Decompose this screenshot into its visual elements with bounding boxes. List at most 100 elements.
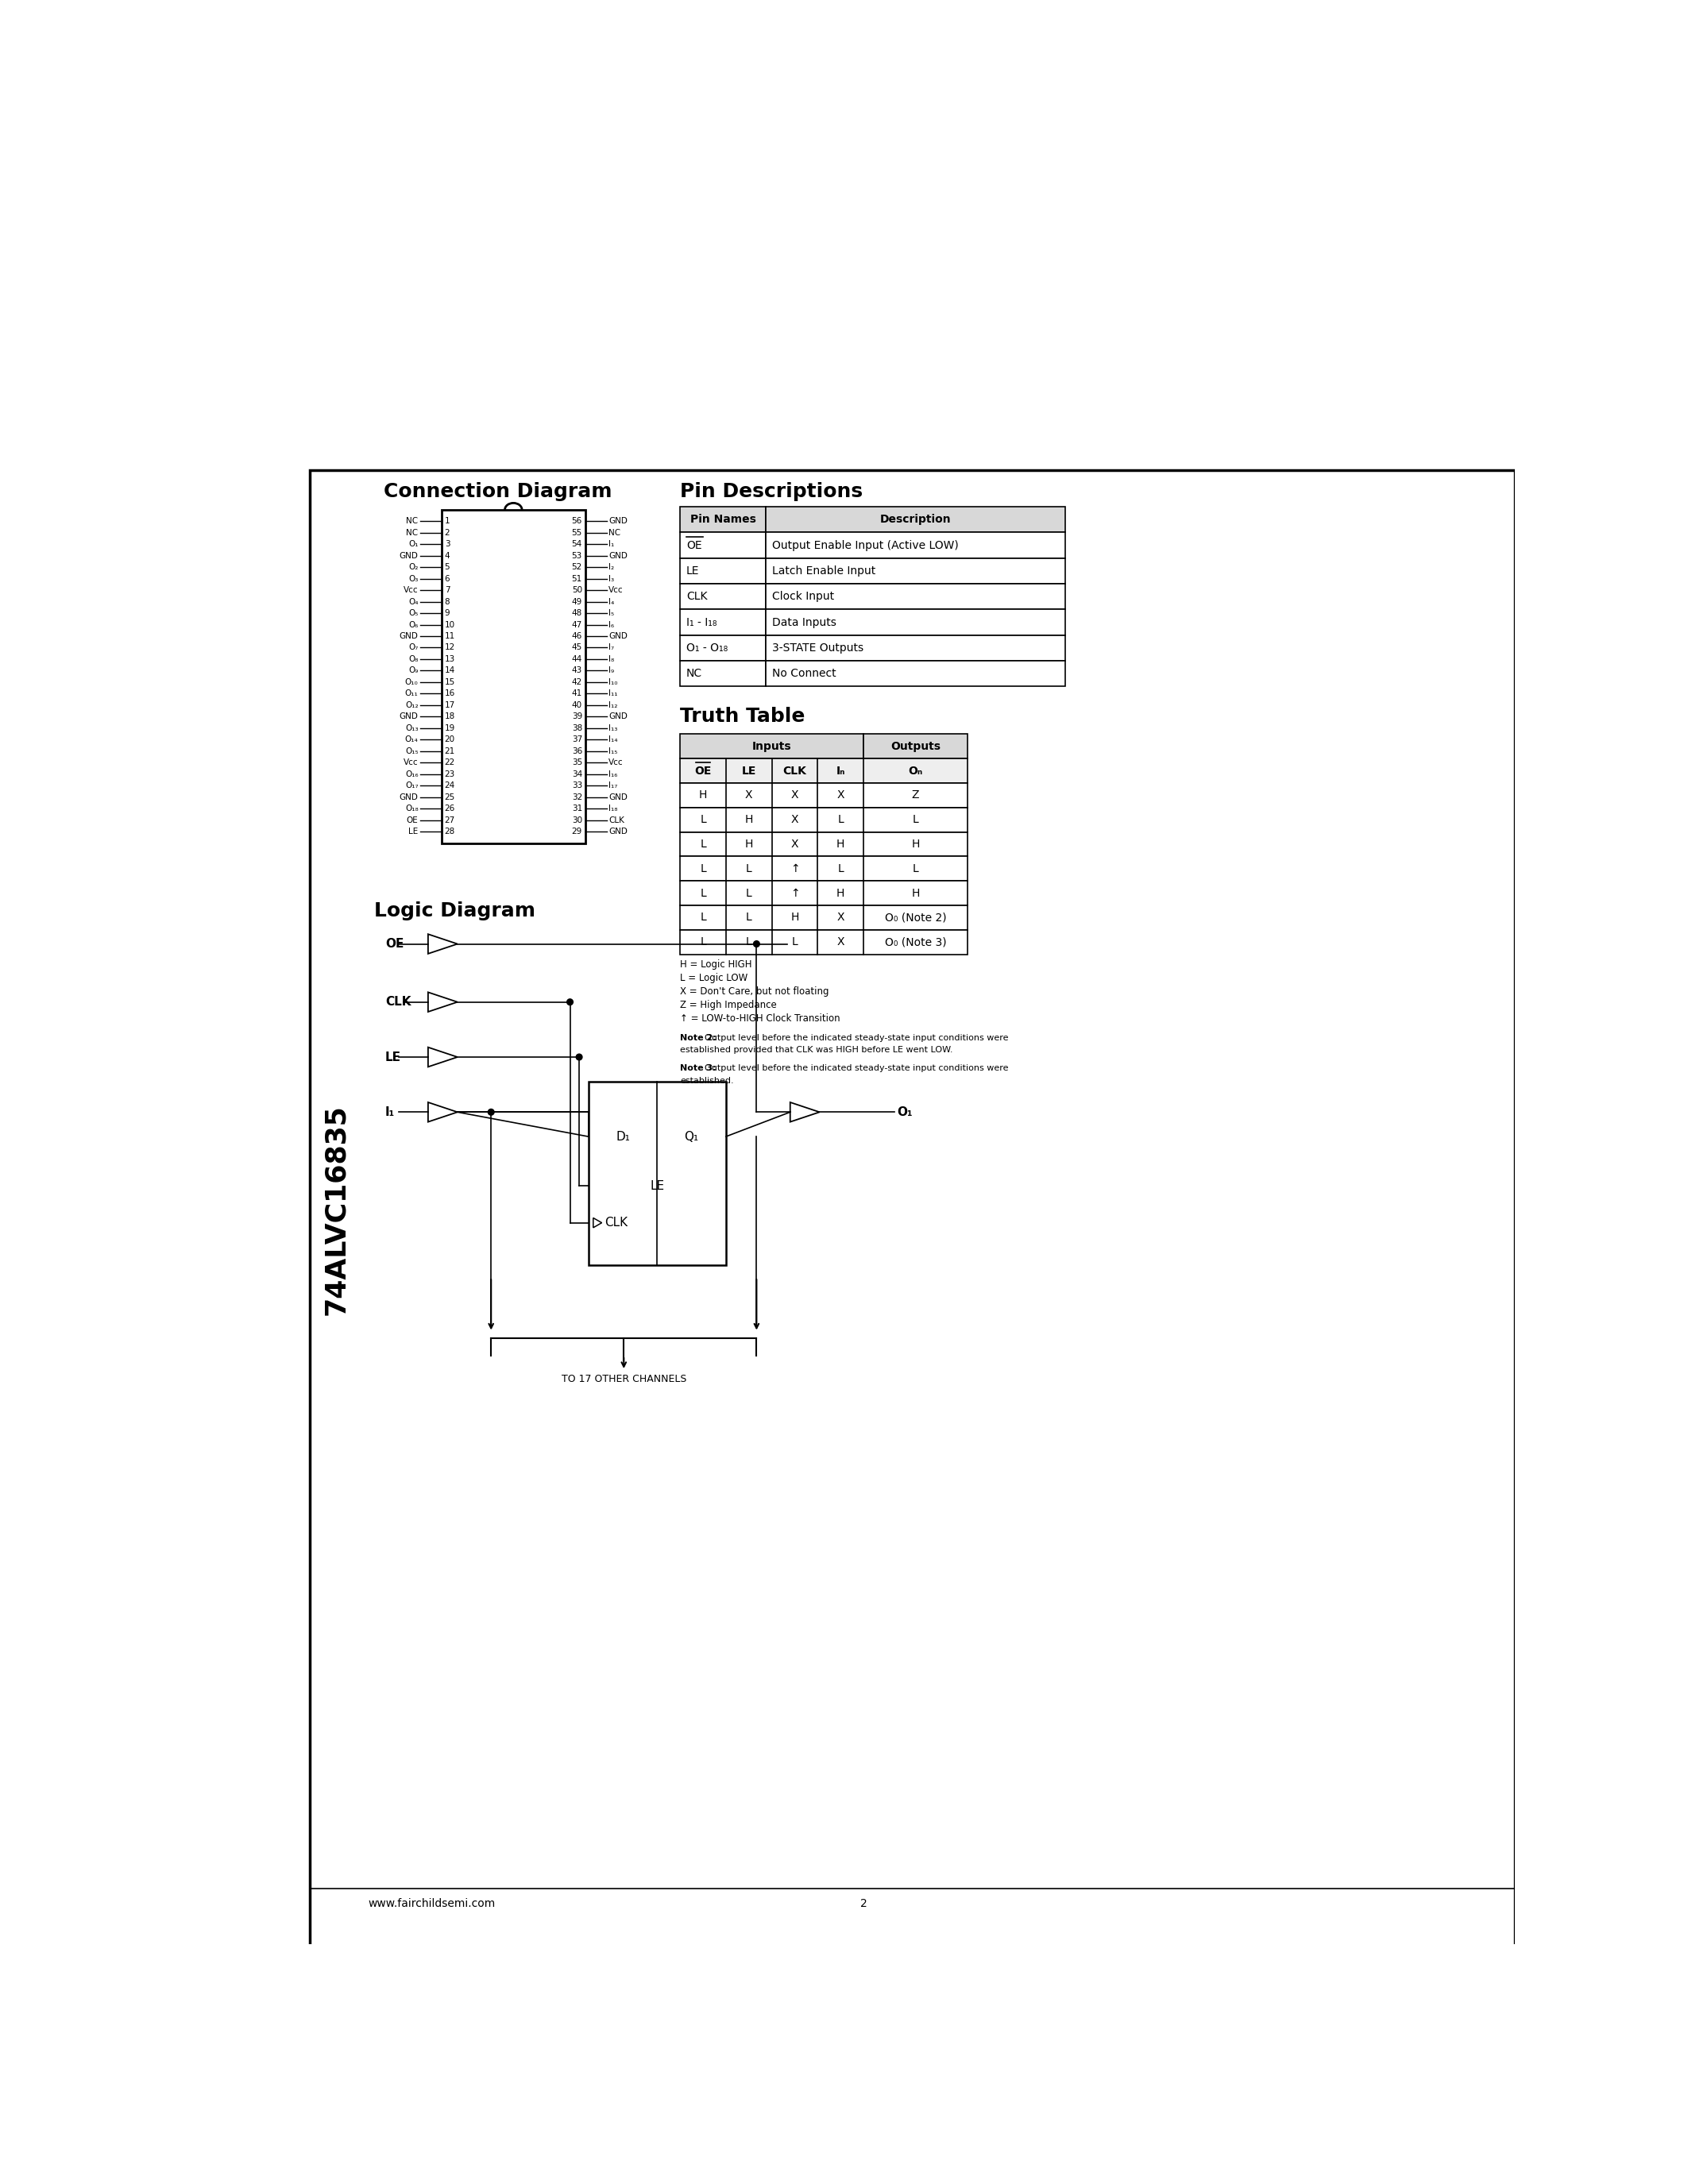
Text: established.: established. bbox=[680, 1077, 734, 1085]
Text: L: L bbox=[746, 913, 751, 924]
Text: Oₙ: Oₙ bbox=[908, 764, 923, 778]
Text: 43: 43 bbox=[572, 666, 582, 675]
Bar bbox=[766, 507, 1065, 533]
Text: 11: 11 bbox=[444, 631, 456, 640]
Circle shape bbox=[576, 1055, 582, 1059]
Text: 41: 41 bbox=[572, 690, 582, 697]
Bar bbox=[680, 906, 967, 930]
Text: 15: 15 bbox=[444, 679, 456, 686]
Text: I₁: I₁ bbox=[385, 1105, 395, 1118]
Bar bbox=[442, 509, 586, 843]
Text: Description: Description bbox=[879, 513, 950, 524]
Text: O₁₆: O₁₆ bbox=[405, 771, 419, 778]
Text: I₁ - I₁₈: I₁ - I₁₈ bbox=[687, 616, 717, 627]
Text: 51: 51 bbox=[572, 574, 582, 583]
Text: 47: 47 bbox=[572, 620, 582, 629]
Text: Inputs: Inputs bbox=[753, 740, 792, 751]
Text: H: H bbox=[790, 913, 798, 924]
Bar bbox=[680, 930, 967, 954]
Text: TO 17 OTHER CHANNELS: TO 17 OTHER CHANNELS bbox=[562, 1374, 687, 1385]
Text: 2: 2 bbox=[861, 1898, 868, 1909]
Text: 37: 37 bbox=[572, 736, 582, 743]
Bar bbox=[680, 734, 864, 758]
Text: H: H bbox=[837, 839, 844, 850]
Bar bbox=[864, 734, 967, 758]
Text: OE: OE bbox=[385, 937, 403, 950]
Text: GND: GND bbox=[400, 631, 419, 640]
Text: H: H bbox=[912, 887, 920, 900]
Text: Vᴄᴄ: Vᴄᴄ bbox=[608, 758, 623, 767]
Text: 29: 29 bbox=[572, 828, 582, 836]
Text: O₅: O₅ bbox=[408, 609, 419, 618]
Text: GND: GND bbox=[400, 553, 419, 559]
Bar bbox=[680, 758, 967, 784]
Text: I₂: I₂ bbox=[608, 563, 614, 572]
Text: O₁₃: O₁₃ bbox=[405, 725, 419, 732]
Text: X = Don't Care, but not floating: X = Don't Care, but not floating bbox=[680, 987, 829, 996]
Text: 42: 42 bbox=[572, 679, 582, 686]
Text: 8: 8 bbox=[444, 598, 449, 605]
Bar bbox=[680, 609, 766, 636]
Circle shape bbox=[488, 1109, 495, 1116]
Text: O₁ - O₁₈: O₁ - O₁₈ bbox=[687, 642, 728, 653]
Text: 14: 14 bbox=[444, 666, 456, 675]
Text: I₁₁: I₁₁ bbox=[608, 690, 618, 697]
Text: 7: 7 bbox=[444, 585, 449, 594]
Text: I₅: I₅ bbox=[608, 609, 614, 618]
Text: O₀ (Note 3): O₀ (Note 3) bbox=[885, 937, 947, 948]
Text: Data Inputs: Data Inputs bbox=[771, 616, 836, 627]
Text: 50: 50 bbox=[572, 585, 582, 594]
Text: L = Logic LOW: L = Logic LOW bbox=[680, 972, 748, 983]
Text: Q₁: Q₁ bbox=[684, 1131, 699, 1142]
Bar bbox=[680, 583, 766, 609]
Text: Output level before the indicated steady-state input conditions were: Output level before the indicated steady… bbox=[706, 1033, 1009, 1042]
Text: H: H bbox=[744, 839, 753, 850]
Text: 52: 52 bbox=[572, 563, 582, 572]
Text: Latch Enable Input: Latch Enable Input bbox=[771, 566, 876, 577]
Text: ↑: ↑ bbox=[790, 863, 800, 874]
Text: 12: 12 bbox=[444, 644, 456, 651]
Text: I₇: I₇ bbox=[608, 644, 614, 651]
Text: 6: 6 bbox=[444, 574, 449, 583]
Bar bbox=[680, 784, 967, 808]
Text: I₉: I₉ bbox=[608, 666, 614, 675]
Text: 21: 21 bbox=[444, 747, 456, 756]
Text: 28: 28 bbox=[444, 828, 456, 836]
Text: ↑: ↑ bbox=[790, 887, 800, 900]
Text: X: X bbox=[837, 791, 844, 802]
Text: O₁₁: O₁₁ bbox=[405, 690, 419, 697]
Text: Pin Descriptions: Pin Descriptions bbox=[680, 483, 863, 502]
Text: I₁: I₁ bbox=[608, 539, 614, 548]
Text: LE: LE bbox=[741, 764, 756, 778]
Text: www.fairchildsemi.com: www.fairchildsemi.com bbox=[368, 1898, 496, 1909]
Text: 44: 44 bbox=[572, 655, 582, 664]
Text: Pin Names: Pin Names bbox=[690, 513, 756, 524]
Text: 18: 18 bbox=[444, 712, 456, 721]
Text: I₁₇: I₁₇ bbox=[608, 782, 618, 791]
Text: NC: NC bbox=[407, 529, 419, 537]
Text: Output level before the indicated steady-state input conditions were: Output level before the indicated steady… bbox=[706, 1064, 1009, 1072]
Text: L: L bbox=[837, 815, 844, 826]
Text: I₁₀: I₁₀ bbox=[608, 679, 618, 686]
Text: O₈: O₈ bbox=[408, 655, 419, 664]
Text: Vᴄᴄ: Vᴄᴄ bbox=[403, 758, 419, 767]
Text: I₁₅: I₁₅ bbox=[608, 747, 618, 756]
Text: Vᴄᴄ: Vᴄᴄ bbox=[608, 585, 623, 594]
Text: H: H bbox=[699, 791, 707, 802]
Text: I₁₂: I₁₂ bbox=[608, 701, 618, 710]
Text: L: L bbox=[701, 815, 706, 826]
Text: Note 3:: Note 3: bbox=[680, 1064, 716, 1072]
Text: 3-STATE Outputs: 3-STATE Outputs bbox=[771, 642, 863, 653]
Text: LE: LE bbox=[650, 1179, 665, 1192]
Text: Outputs: Outputs bbox=[891, 740, 940, 751]
Text: CLK: CLK bbox=[687, 592, 707, 603]
Text: Z: Z bbox=[912, 791, 920, 802]
Text: 9: 9 bbox=[444, 609, 449, 618]
Text: 25: 25 bbox=[444, 793, 456, 802]
Text: 48: 48 bbox=[572, 609, 582, 618]
Text: NC: NC bbox=[608, 529, 621, 537]
Text: 3: 3 bbox=[444, 539, 449, 548]
Text: 34: 34 bbox=[572, 771, 582, 778]
Text: 27: 27 bbox=[444, 817, 456, 823]
Text: 33: 33 bbox=[572, 782, 582, 791]
